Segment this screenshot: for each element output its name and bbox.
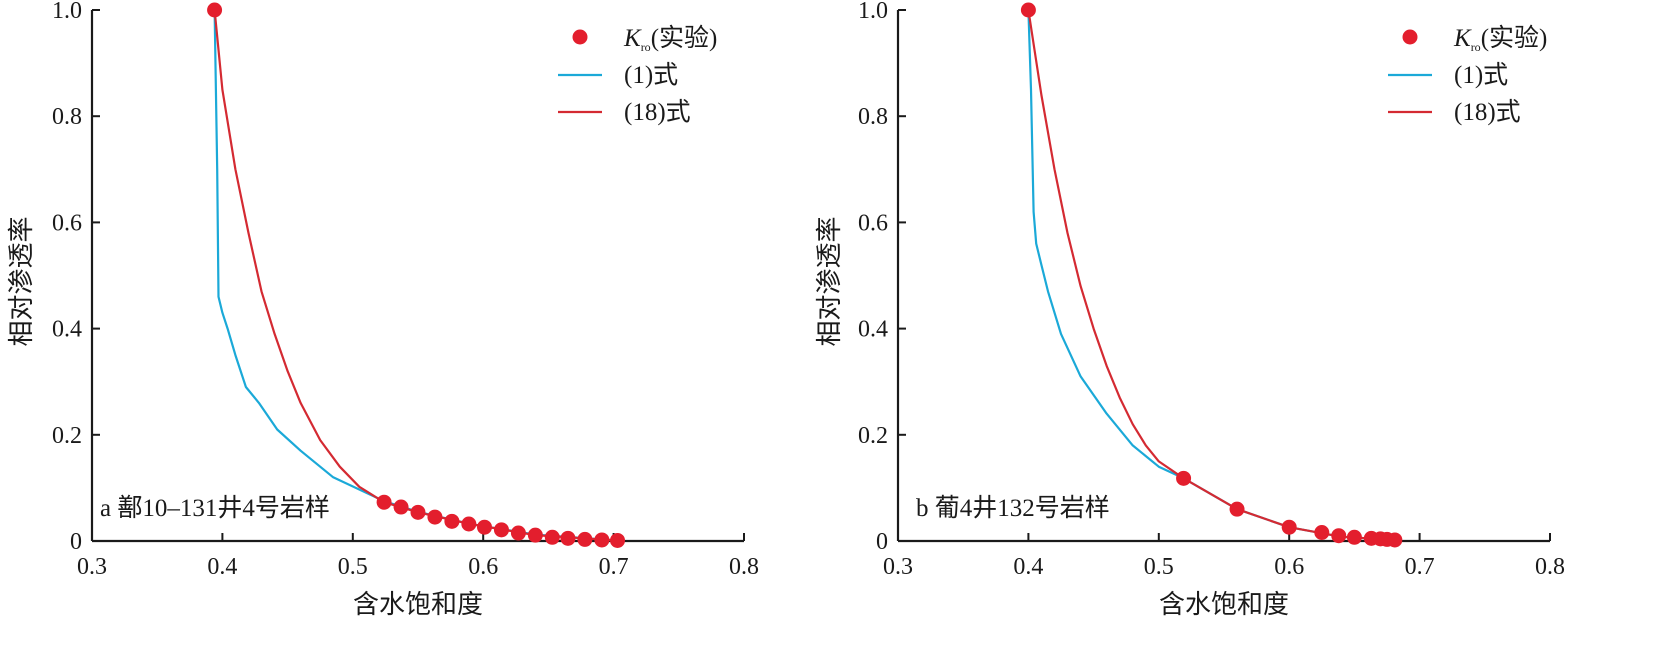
series-line-eq1: [1027, 8, 1396, 542]
data-point: [544, 529, 560, 545]
x-tick-label: 0.8: [1535, 554, 1565, 580]
x-tick-label: 0.4: [1013, 554, 1043, 580]
data-point: [444, 513, 460, 529]
x-tick-label: 0.7: [1405, 554, 1435, 580]
x-tick-label: 0.4: [207, 554, 237, 580]
x-tick-label: 0.5: [1144, 554, 1174, 580]
y-axis-title: 相对渗透率: [815, 216, 844, 346]
chart-panel-b: 0.3 0.4 0.5 0.6 0.7 0.8 0 0.2 0.4 0.6 0.8 1.0 含水饱和度 相…: [815, 0, 1565, 619]
y-tick-label: 0: [70, 529, 82, 555]
legend-label-k: K: [623, 25, 642, 52]
y-axis-title: 相对渗透率: [7, 216, 36, 346]
data-point: [461, 516, 477, 532]
legend-label-sub: ro: [641, 40, 651, 54]
data-point: [610, 532, 626, 548]
data-point: [1346, 529, 1362, 545]
legend-label-eq18: (18)式: [624, 98, 691, 126]
x-tick-label: 0.3: [883, 554, 913, 580]
y-tick-label: 0.8: [52, 104, 82, 130]
data-point: [477, 519, 493, 535]
x-tick-label: 0.3: [77, 554, 107, 580]
data-point: [577, 531, 593, 547]
y-tick-label: 0.4: [858, 317, 888, 343]
y-tick-label: 0.4: [52, 317, 82, 343]
data-point: [410, 504, 426, 520]
legend-label-eq18: (18)式: [1454, 98, 1521, 126]
x-axis-title: 含水饱和度: [353, 590, 483, 619]
legend: Kro(实验) (1)式 (18)式: [1388, 24, 1547, 126]
legend: Kro(实验) (1)式 (18)式: [558, 24, 717, 126]
legend-label-rest: (实验): [651, 24, 718, 52]
data-point: [1314, 525, 1330, 541]
legend-label-sub: ro: [1471, 40, 1481, 54]
data-point: [1331, 528, 1347, 544]
legend-label-eq1: (1)式: [1454, 61, 1508, 89]
data-point: [393, 499, 409, 515]
legend-label-rest: (实验): [1481, 24, 1548, 52]
data-point: [1281, 519, 1297, 535]
x-tick-label: 0.8: [729, 554, 759, 580]
data-point: [527, 527, 543, 543]
data-point: [376, 494, 392, 510]
data-point: [560, 530, 576, 546]
y-tick-label: 0.2: [858, 423, 888, 449]
data-point: [427, 509, 443, 525]
series-line-eq18: [213, 8, 619, 542]
legend-label-kro: Kro(实验): [623, 24, 717, 54]
data-point: [1176, 470, 1192, 486]
y-tick-label: 0.6: [52, 210, 82, 236]
series-line-eq18: [1027, 8, 1396, 542]
panel-label: b 葡4井132号岩样: [916, 494, 1110, 522]
data-point: [594, 532, 610, 548]
x-tick-label: 0.6: [1274, 554, 1304, 580]
data-point: [510, 525, 526, 541]
chart-panel-a: 0.3 0.4 0.5 0.6 0.7 0.8 0 0.2 0.4 0.6 0.8 1.0 含水饱和度 相…: [7, 0, 759, 619]
legend-label-eq1: (1)式: [624, 61, 678, 89]
data-point: [493, 522, 509, 538]
legend-label-kro: Kro(实验): [1453, 24, 1547, 54]
y-tick-label: 1.0: [52, 0, 82, 24]
y-tick-label: 0.6: [858, 210, 888, 236]
y-tick-label: 0.8: [858, 104, 888, 130]
data-point: [1020, 2, 1036, 18]
legend-marker-kro: [1402, 29, 1418, 45]
x-tick-label: 0.5: [338, 554, 368, 580]
x-tick-label: 0.6: [468, 554, 498, 580]
data-point: [1387, 532, 1403, 548]
data-point: [1229, 501, 1245, 517]
data-point: [207, 2, 223, 18]
panel-label: a 鄯10–131井4号岩样: [100, 494, 330, 522]
x-tick-label: 0.7: [599, 554, 629, 580]
y-tick-label: 0.2: [52, 423, 82, 449]
legend-label-k: K: [1453, 25, 1472, 52]
series-line-eq1: [213, 8, 619, 542]
legend-marker-kro: [572, 29, 588, 45]
y-tick-label: 1.0: [858, 0, 888, 24]
y-tick-label: 0: [876, 529, 888, 555]
x-axis-title: 含水饱和度: [1159, 590, 1289, 619]
